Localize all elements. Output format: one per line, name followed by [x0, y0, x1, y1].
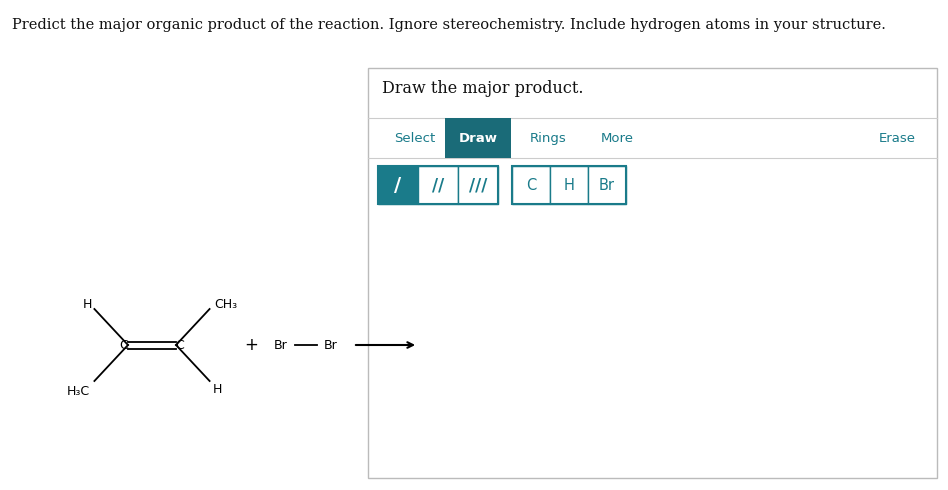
Text: C: C [526, 177, 537, 193]
Text: H: H [213, 383, 222, 395]
Text: Br: Br [274, 339, 288, 351]
Text: /: / [394, 175, 402, 195]
Text: More: More [600, 131, 633, 145]
Text: C: C [119, 339, 128, 351]
Text: ///: /// [469, 176, 487, 194]
Text: CH₃: CH₃ [214, 297, 237, 311]
Bar [368, 68, 937, 478]
Text: Br: Br [324, 339, 337, 351]
Text: Br: Br [599, 177, 615, 193]
Text: Predict the major organic product of the reaction. Ignore stereochemistry. Inclu: Predict the major organic product of the… [12, 18, 885, 32]
Text: H: H [82, 297, 92, 311]
Text: H₃C: H₃C [67, 385, 90, 397]
Bar [550, 166, 588, 204]
Text: +: + [244, 336, 258, 354]
Bar [458, 166, 498, 204]
Bar [512, 166, 626, 204]
Text: Rings: Rings [530, 131, 566, 145]
Bar [418, 166, 458, 204]
Bar [588, 166, 626, 204]
Bar [378, 166, 498, 204]
Text: Draw: Draw [459, 131, 498, 145]
Bar [445, 118, 511, 158]
Text: //: // [432, 176, 444, 194]
Text: Select: Select [394, 131, 436, 145]
Text: Erase: Erase [879, 131, 916, 145]
Text: H: H [563, 177, 574, 193]
Text: Draw the major product.: Draw the major product. [382, 80, 584, 97]
Text: C: C [175, 339, 184, 351]
Bar [512, 166, 550, 204]
Bar [378, 166, 418, 204]
